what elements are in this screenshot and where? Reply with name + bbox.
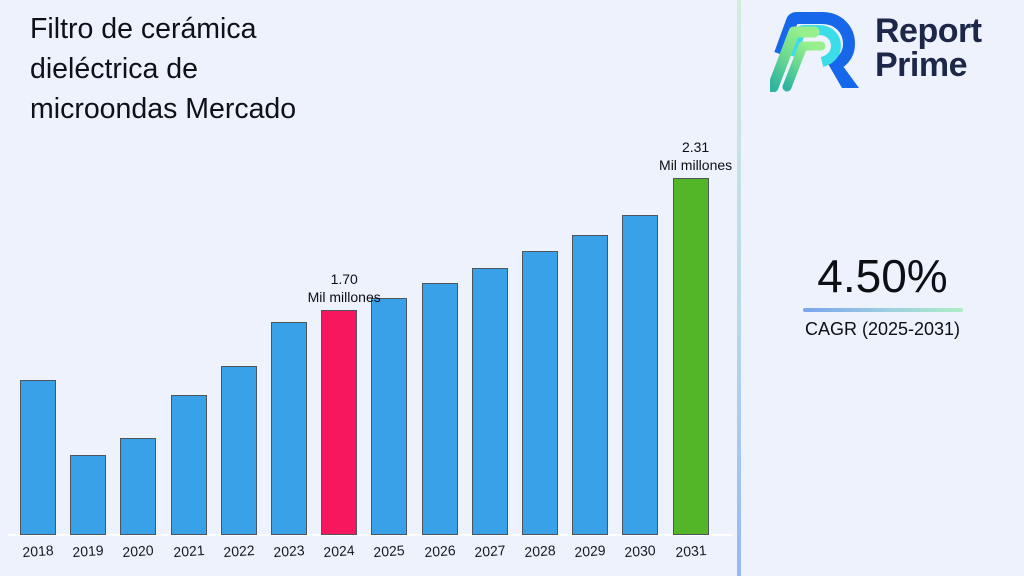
cagr-panel: 4.50% CAGR (2025-2031) xyxy=(741,252,1024,340)
page-title-line-3: microondas Mercado xyxy=(30,93,297,125)
bar-2025 xyxy=(371,298,408,535)
brand-logo: Report Prime xyxy=(770,8,1020,100)
cagr-label: CAGR (2025-2031) xyxy=(804,319,961,339)
bar-chart: 2018 2019 2020 2021 2022 2023 2024 2025 2026 2027… xyxy=(8,139,732,561)
page-title-line-1: Filtro de cerámica xyxy=(30,13,257,45)
bar-2023 xyxy=(271,322,307,535)
brand-name: Report Prime xyxy=(875,14,982,82)
bar-2028 xyxy=(522,251,558,535)
annotation-2024: 1.70 Mil millones xyxy=(307,271,381,305)
cagr-underline xyxy=(802,308,963,312)
bar-2019 xyxy=(70,455,107,535)
vertical-divider xyxy=(737,0,741,576)
bar-2022 xyxy=(220,366,257,535)
annotation-2031: 2.31 Mil millones xyxy=(659,139,733,173)
x-axis-line xyxy=(8,534,732,536)
x-tick-2031: 2031 xyxy=(674,541,707,561)
report-prime-logo-icon xyxy=(770,12,859,92)
bar-2029 xyxy=(572,235,609,535)
cagr-value: 4.50% xyxy=(817,250,948,302)
page-title: Filtro de cerámica dieléctrica de microo… xyxy=(30,9,296,129)
bar-2021 xyxy=(170,395,207,535)
bar-2031 xyxy=(672,178,709,535)
bar-2018 xyxy=(20,380,56,535)
bar-2027 xyxy=(471,268,508,535)
bar-2020 xyxy=(120,438,157,535)
brand-name-line-2: Prime xyxy=(875,46,967,84)
bar-2030 xyxy=(622,215,659,535)
bar-2024 xyxy=(321,310,358,535)
page-title-line-2: dieléctrica de xyxy=(30,53,198,85)
bar-2026 xyxy=(421,283,458,535)
brand-name-line-1: Report xyxy=(875,12,982,50)
